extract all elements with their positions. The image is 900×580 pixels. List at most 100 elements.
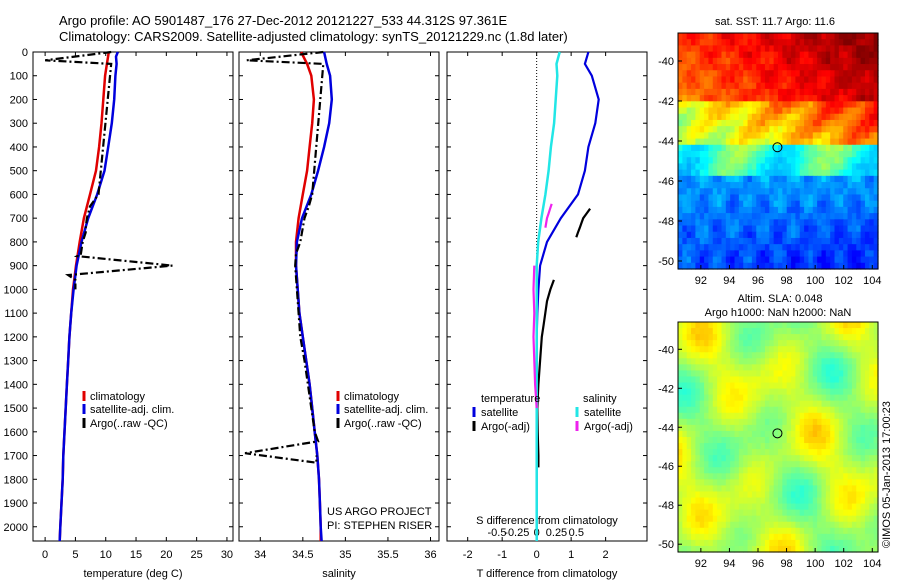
sst_map-cell bbox=[821, 70, 827, 78]
sla_map-cell bbox=[847, 352, 853, 359]
sla_map-cell bbox=[817, 328, 823, 335]
sst_map-cell bbox=[764, 126, 770, 133]
sla_map-cell bbox=[764, 376, 770, 384]
sst_map-cell bbox=[695, 88, 701, 96]
sla_map-cell bbox=[791, 479, 796, 487]
sst_map-cell bbox=[699, 262, 705, 270]
sst_map-cell bbox=[817, 225, 823, 233]
sst_map-cell bbox=[856, 95, 862, 102]
sst_map-cell bbox=[825, 194, 831, 202]
sst_map-cell bbox=[778, 194, 783, 202]
sla_map-cell bbox=[786, 437, 792, 444]
sst_map-cell bbox=[721, 57, 727, 65]
sla_map-cell bbox=[747, 322, 753, 329]
sla_map-cell bbox=[704, 328, 710, 335]
sst_map-cell bbox=[730, 138, 736, 146]
depth-tick-label: 0 bbox=[22, 47, 28, 59]
sst_map-cell bbox=[791, 39, 796, 47]
sst_map-cell bbox=[873, 33, 879, 40]
sst_map-cell bbox=[838, 138, 844, 146]
sla_map-cell bbox=[756, 437, 762, 444]
sla_map-cell bbox=[851, 364, 857, 372]
sst_map-cell bbox=[808, 76, 814, 84]
sla_map-cell bbox=[734, 473, 740, 480]
sst_map-cell bbox=[834, 51, 840, 59]
sla_map-cell bbox=[725, 406, 731, 414]
sla_map-cell bbox=[712, 533, 718, 541]
sst_map-cell bbox=[708, 237, 714, 245]
sst_map-cell bbox=[795, 206, 801, 214]
sst_map-cell bbox=[725, 119, 731, 127]
sla_map-cell bbox=[764, 382, 770, 390]
sst_map-cell bbox=[708, 250, 714, 258]
sla_map-cell bbox=[743, 364, 749, 372]
sla_map-cell bbox=[747, 485, 753, 493]
sla_map-cell bbox=[708, 437, 714, 444]
sla_map-cell bbox=[773, 539, 779, 547]
sst_map-cell bbox=[782, 57, 788, 65]
sst_map-cell bbox=[873, 237, 879, 245]
sla_map-cell bbox=[808, 497, 814, 505]
sla_map-cell bbox=[747, 461, 753, 468]
sst_map-cell bbox=[804, 151, 810, 158]
sst_map-cell bbox=[830, 39, 836, 47]
sla_map-cell bbox=[808, 352, 814, 359]
sla_map-cell bbox=[682, 479, 688, 487]
sst_map-cell bbox=[747, 88, 753, 96]
sst_map-cell bbox=[799, 250, 805, 258]
sst_map-cell bbox=[738, 82, 744, 90]
sst_map-cell bbox=[821, 138, 827, 146]
sla_map-cell bbox=[760, 394, 766, 402]
sla_map-cell bbox=[856, 437, 862, 444]
sst_map-cell bbox=[725, 33, 731, 40]
sla_map-cell bbox=[825, 382, 831, 390]
sla_map-cell bbox=[734, 449, 740, 456]
sla_map-cell bbox=[851, 334, 857, 341]
sst_map-cell bbox=[843, 70, 849, 78]
sla_map-cell bbox=[843, 358, 849, 365]
sst_map-cell bbox=[851, 82, 857, 90]
sst_map-cell bbox=[751, 262, 757, 270]
sla_map-cell bbox=[769, 521, 775, 529]
sst_map-cell bbox=[864, 194, 870, 202]
sst_map-cell bbox=[782, 157, 788, 165]
sst_map-cell bbox=[678, 45, 683, 53]
sst_map-cell bbox=[791, 175, 796, 183]
sla_map-cell bbox=[843, 406, 849, 414]
sla_map-cell bbox=[678, 479, 683, 487]
sla_map-cell bbox=[860, 485, 866, 493]
sst_map-cell bbox=[730, 132, 736, 140]
sst_map-cell bbox=[691, 82, 696, 90]
sst_map-cell bbox=[834, 119, 840, 127]
sst_map-cell bbox=[695, 225, 701, 233]
sla_map-cell bbox=[804, 503, 810, 511]
sst_map-cell bbox=[756, 126, 762, 133]
sst_map-cell bbox=[856, 200, 862, 208]
sla_map-cell bbox=[821, 364, 827, 372]
sst_map-cell bbox=[799, 126, 805, 133]
sla_map-cell bbox=[712, 509, 718, 517]
sst_map-cell bbox=[721, 126, 727, 133]
sla_map-cell bbox=[738, 467, 744, 474]
sst_map-cell bbox=[830, 70, 836, 78]
sst_map-cell bbox=[678, 107, 683, 115]
sla_map-cell bbox=[778, 449, 783, 456]
sst_map-cell bbox=[856, 175, 862, 183]
sla_map-cell bbox=[743, 515, 749, 523]
sst_map-cell bbox=[764, 250, 770, 258]
sla_map-cell bbox=[856, 455, 862, 462]
sst_map-cell bbox=[830, 45, 836, 53]
sst_map-cell bbox=[686, 237, 692, 245]
sst_map-cell bbox=[743, 175, 749, 183]
sla_map-cell bbox=[704, 539, 710, 547]
sla_map-cell bbox=[799, 418, 805, 426]
sla_map-cell bbox=[682, 340, 688, 347]
sst_map-cell bbox=[851, 200, 857, 208]
sla_map-cell bbox=[847, 473, 853, 480]
sla_map-cell bbox=[699, 346, 705, 353]
sla_map-cell bbox=[682, 406, 688, 414]
sst_map-cell bbox=[769, 182, 775, 189]
sst_map-cell bbox=[856, 244, 862, 251]
sst_map-cell bbox=[751, 182, 757, 189]
sst_map-cell bbox=[730, 250, 736, 258]
